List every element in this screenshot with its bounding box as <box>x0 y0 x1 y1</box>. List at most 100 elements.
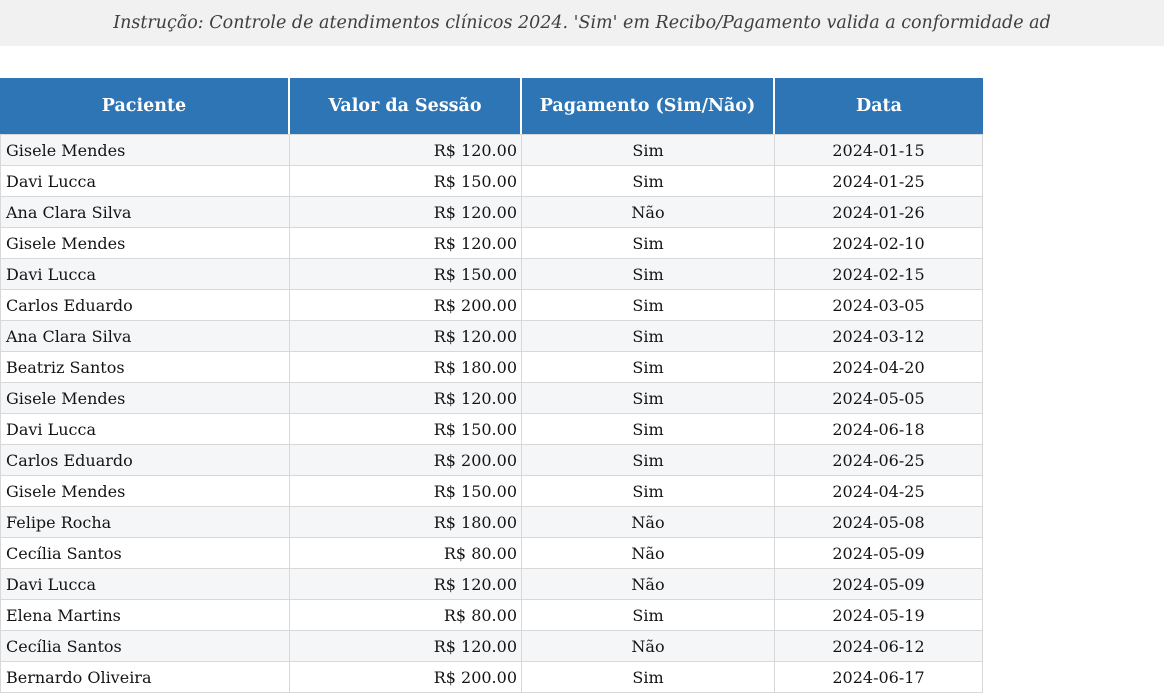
cell-pagamento: Sim <box>522 290 775 321</box>
table-row: Ana Clara Silva R$ 120.00 Sim 2024-03-12 <box>0 321 983 352</box>
cell-paciente: Davi Lucca <box>0 414 290 445</box>
cell-pagamento: Não <box>522 197 775 228</box>
cell-valor: R$ 80.00 <box>290 538 522 569</box>
cell-pagamento: Sim <box>522 134 775 166</box>
table-row: Felipe Rocha R$ 180.00 Não 2024-05-08 <box>0 507 983 538</box>
cell-pagamento: Sim <box>522 259 775 290</box>
cell-pagamento: Sim <box>522 476 775 507</box>
cell-data: 2024-05-19 <box>775 600 983 631</box>
cell-valor: R$ 120.00 <box>290 228 522 259</box>
header-row: Paciente Valor da Sessão Pagamento (Sim/… <box>0 78 983 134</box>
cell-pagamento: Sim <box>522 445 775 476</box>
cell-valor: R$ 120.00 <box>290 197 522 228</box>
cell-paciente: Ana Clara Silva <box>0 321 290 352</box>
cell-paciente: Cecília Santos <box>0 631 290 662</box>
cell-valor: R$ 180.00 <box>290 352 522 383</box>
cell-data: 2024-05-05 <box>775 383 983 414</box>
table-row: Davi Lucca R$ 150.00 Sim 2024-01-25 <box>0 166 983 197</box>
cell-data: 2024-02-10 <box>775 228 983 259</box>
cell-data: 2024-05-09 <box>775 569 983 600</box>
table-row: Davi Lucca R$ 120.00 Não 2024-05-09 <box>0 569 983 600</box>
cell-paciente: Gisele Mendes <box>0 134 290 166</box>
cell-paciente: Cecília Santos <box>0 538 290 569</box>
cell-valor: R$ 200.00 <box>290 662 522 693</box>
table-body: Gisele Mendes R$ 120.00 Sim 2024-01-15 Davi … <box>0 134 983 693</box>
cell-valor: R$ 120.00 <box>290 631 522 662</box>
cell-pagamento: Sim <box>522 600 775 631</box>
cell-valor: R$ 120.00 <box>290 134 522 166</box>
cell-valor: R$ 150.00 <box>290 476 522 507</box>
cell-valor: R$ 150.00 <box>290 414 522 445</box>
table-row: Davi Lucca R$ 150.00 Sim 2024-02-15 <box>0 259 983 290</box>
cell-paciente: Gisele Mendes <box>0 383 290 414</box>
column-header-data: Data <box>775 78 983 134</box>
table-row: Elena Martins R$ 80.00 Sim 2024-05-19 <box>0 600 983 631</box>
table-row: Davi Lucca R$ 150.00 Sim 2024-06-18 <box>0 414 983 445</box>
cell-pagamento: Sim <box>522 228 775 259</box>
cell-pagamento: Sim <box>522 662 775 693</box>
cell-pagamento: Não <box>522 538 775 569</box>
table-row: Carlos Eduardo R$ 200.00 Sim 2024-03-05 <box>0 290 983 321</box>
table-row: Bernardo Oliveira R$ 200.00 Sim 2024-06-17 <box>0 662 983 693</box>
cell-valor: R$ 120.00 <box>290 383 522 414</box>
cell-data: 2024-01-26 <box>775 197 983 228</box>
table-row: Carlos Eduardo R$ 200.00 Sim 2024-06-25 <box>0 445 983 476</box>
column-header-valor-da-sessao: Valor da Sessão <box>290 78 522 134</box>
cell-data: 2024-05-08 <box>775 507 983 538</box>
table-row: Gisele Mendes R$ 120.00 Sim 2024-02-10 <box>0 228 983 259</box>
cell-valor: R$ 180.00 <box>290 507 522 538</box>
table-row: Ana Clara Silva R$ 120.00 Não 2024-01-26 <box>0 197 983 228</box>
cell-valor: R$ 120.00 <box>290 569 522 600</box>
cell-data: 2024-03-05 <box>775 290 983 321</box>
cell-paciente: Carlos Eduardo <box>0 290 290 321</box>
attendance-table: Paciente Valor da Sessão Pagamento (Sim/… <box>0 78 983 693</box>
cell-paciente: Davi Lucca <box>0 569 290 600</box>
cell-valor: R$ 200.00 <box>290 290 522 321</box>
cell-data: 2024-01-25 <box>775 166 983 197</box>
cell-data: 2024-02-15 <box>775 259 983 290</box>
cell-paciente: Beatriz Santos <box>0 352 290 383</box>
table-row: Gisele Mendes R$ 120.00 Sim 2024-01-15 <box>0 134 983 166</box>
cell-data: 2024-04-25 <box>775 476 983 507</box>
table-row: Cecília Santos R$ 80.00 Não 2024-05-09 <box>0 538 983 569</box>
cell-pagamento: Sim <box>522 321 775 352</box>
cell-valor: R$ 80.00 <box>290 600 522 631</box>
cell-pagamento: Sim <box>522 383 775 414</box>
cell-paciente: Ana Clara Silva <box>0 197 290 228</box>
cell-pagamento: Não <box>522 631 775 662</box>
cell-pagamento: Sim <box>522 352 775 383</box>
cell-data: 2024-01-15 <box>775 134 983 166</box>
table-row: Cecília Santos R$ 120.00 Não 2024-06-12 <box>0 631 983 662</box>
cell-data: 2024-04-20 <box>775 352 983 383</box>
cell-paciente: Davi Lucca <box>0 166 290 197</box>
cell-paciente: Davi Lucca <box>0 259 290 290</box>
column-header-pagamento: Pagamento (Sim/Não) <box>522 78 775 134</box>
instruction-banner: Instrução: Controle de atendimentos clín… <box>0 0 1164 46</box>
cell-data: 2024-06-17 <box>775 662 983 693</box>
column-header-paciente: Paciente <box>0 78 290 134</box>
cell-valor: R$ 200.00 <box>290 445 522 476</box>
cell-data: 2024-03-12 <box>775 321 983 352</box>
cell-valor: R$ 150.00 <box>290 166 522 197</box>
table-header: Paciente Valor da Sessão Pagamento (Sim/… <box>0 78 983 134</box>
cell-data: 2024-06-18 <box>775 414 983 445</box>
cell-paciente: Felipe Rocha <box>0 507 290 538</box>
table-row: Beatriz Santos R$ 180.00 Sim 2024-04-20 <box>0 352 983 383</box>
cell-paciente: Carlos Eduardo <box>0 445 290 476</box>
instruction-text: Instrução: Controle de atendimentos clín… <box>113 13 1051 33</box>
table-row: Gisele Mendes R$ 120.00 Sim 2024-05-05 <box>0 383 983 414</box>
table-row: Gisele Mendes R$ 150.00 Sim 2024-04-25 <box>0 476 983 507</box>
cell-pagamento: Não <box>522 507 775 538</box>
cell-pagamento: Sim <box>522 414 775 445</box>
cell-valor: R$ 150.00 <box>290 259 522 290</box>
cell-paciente: Gisele Mendes <box>0 476 290 507</box>
cell-valor: R$ 120.00 <box>290 321 522 352</box>
cell-data: 2024-06-25 <box>775 445 983 476</box>
cell-data: 2024-06-12 <box>775 631 983 662</box>
cell-paciente: Gisele Mendes <box>0 228 290 259</box>
cell-paciente: Elena Martins <box>0 600 290 631</box>
cell-paciente: Bernardo Oliveira <box>0 662 290 693</box>
cell-pagamento: Sim <box>522 166 775 197</box>
cell-pagamento: Não <box>522 569 775 600</box>
cell-data: 2024-05-09 <box>775 538 983 569</box>
